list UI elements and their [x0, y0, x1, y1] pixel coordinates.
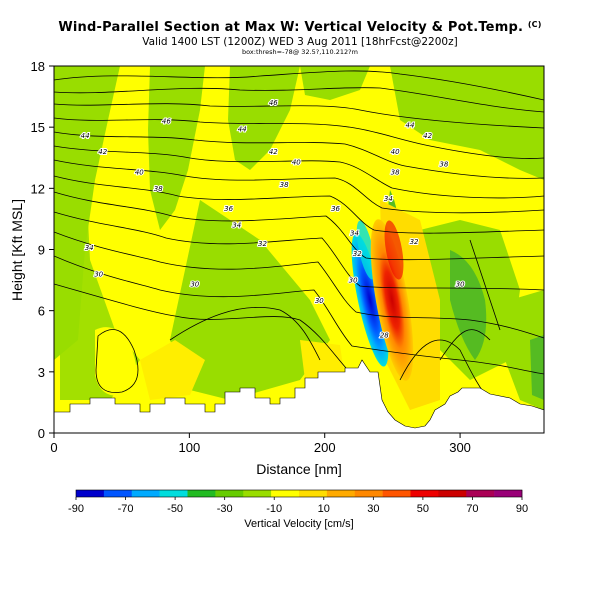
- y-tick-label: 18: [31, 59, 45, 74]
- y-tick-label: 12: [31, 181, 45, 196]
- contour-label: 40: [292, 158, 301, 166]
- y-axis: 0 3 6 9 12 15 18: [31, 59, 54, 441]
- colorbar-swatch: [410, 490, 439, 497]
- x-tick-label: 0: [50, 440, 57, 455]
- colorbar-tick-label: -30: [217, 503, 233, 515]
- colorbar-swatch: [243, 490, 272, 497]
- colorbar-swatch: [494, 490, 523, 497]
- contour-label: 30: [190, 281, 199, 289]
- contour-label: 32: [258, 240, 267, 248]
- contour-label: 38: [439, 160, 448, 168]
- updraft-core: [370, 219, 414, 381]
- colorbar-swatch: [76, 490, 105, 497]
- y-tick-label: 0: [38, 426, 45, 441]
- colorbar-tick-label: -50: [167, 503, 183, 515]
- contour-label: 34: [384, 195, 393, 203]
- contour-label: 34: [350, 230, 359, 238]
- colorbar: -90 -70 -50 -30 -10 10 30 50 70 90: [68, 489, 528, 515]
- contour-labels: 46 46 44 44 44 42 42 42 40 40 40 38 38 38 38 36 36 34 34 34…: [80, 98, 466, 340]
- x-axis: 0 100 200 300: [50, 433, 471, 455]
- contour-label: 30: [315, 297, 324, 305]
- updraft-peak: [384, 220, 404, 280]
- colorbar-swatch: [382, 490, 411, 497]
- x-tick-label: 200: [314, 440, 336, 455]
- y-tick-label: 6: [38, 304, 45, 319]
- colorbar-swatch: [159, 490, 188, 497]
- colorbar-swatch: [215, 490, 244, 497]
- colorbar-swatch: [103, 490, 133, 497]
- contour-label: 32: [410, 238, 419, 246]
- chart-subtitle: Valid 1400 LST (1200Z) WED 3 Aug 2011 [1…: [142, 36, 458, 48]
- contour-label: 28: [380, 332, 389, 340]
- colorbar-swatch: [438, 490, 467, 497]
- contour-label: 30: [456, 281, 465, 289]
- contour-label: 40: [391, 148, 400, 156]
- colorbar-tick-label: 50: [417, 503, 429, 515]
- downdraft-core: [351, 233, 389, 367]
- contour-label: 38: [391, 169, 400, 177]
- contour-label: 46: [162, 118, 171, 126]
- contour-label: 40: [135, 169, 144, 177]
- y-axis-label: Height [Kft MSL]: [9, 199, 25, 301]
- plot-area: [54, 66, 544, 433]
- colorbar-swatch: [299, 490, 328, 497]
- colorbar-swatch: [271, 490, 300, 497]
- colorbar-label: Vertical Velocity [cm/s]: [244, 518, 353, 530]
- contour-label: 42: [98, 148, 107, 156]
- contour-label: 44: [81, 132, 90, 140]
- theta-contours: [54, 70, 544, 401]
- y-tick-label: 15: [31, 120, 45, 135]
- terrain-mask: [54, 359, 544, 433]
- contour-label: 42: [269, 148, 278, 156]
- contour-label: 30: [349, 277, 358, 285]
- colorbar-tick-label: 90: [516, 503, 528, 515]
- x-tick-label: 100: [179, 440, 201, 455]
- colorbar-swatch: [354, 490, 383, 497]
- contour-label: 38: [280, 181, 289, 189]
- colorbar-frame: [75, 489, 523, 498]
- colorbar-swatch: [466, 490, 495, 497]
- contour-label: 42: [423, 132, 432, 140]
- contour-label: 36: [224, 205, 233, 213]
- contour-label: 30: [94, 270, 103, 278]
- y-tick-label: 9: [38, 243, 45, 258]
- contour-label: 34: [85, 244, 94, 252]
- chart-sub-note: box:thresh=-78@ 32.5?,110.212?m: [242, 48, 358, 56]
- downdraft-fringe: [356, 220, 376, 280]
- copyright-mark: (C): [527, 20, 542, 29]
- colorbar-tick-label: -10: [266, 503, 282, 515]
- contour-label: 34: [232, 222, 241, 230]
- colorbar-swatch: [187, 490, 216, 497]
- contour-label: 32: [353, 250, 362, 258]
- colorbar-tick-label: -70: [118, 503, 134, 515]
- contour-label: 46: [269, 99, 278, 107]
- colorbar-tick-label: 30: [367, 503, 379, 515]
- chart-title: Wind-Parallel Section at Max W: Vertical…: [0, 20, 600, 35]
- contour-label: 36: [331, 205, 340, 213]
- colorbar-tick-label: -90: [68, 503, 84, 515]
- y-tick-label: 3: [38, 365, 45, 380]
- chart-title-text: Wind-Parallel Section at Max W: Vertical…: [58, 20, 524, 35]
- colorbar-tick-label: 10: [318, 503, 330, 515]
- contour-label: 38: [154, 185, 163, 193]
- x-tick-label: 300: [449, 440, 471, 455]
- colorbar-swatch: [131, 490, 160, 497]
- colorbar-tick-label: 70: [466, 503, 478, 515]
- contour-label: 44: [406, 122, 415, 130]
- colorbar-swatch: [326, 490, 356, 497]
- contour-label: 44: [238, 126, 247, 134]
- x-axis-label: Distance [nm]: [256, 461, 342, 477]
